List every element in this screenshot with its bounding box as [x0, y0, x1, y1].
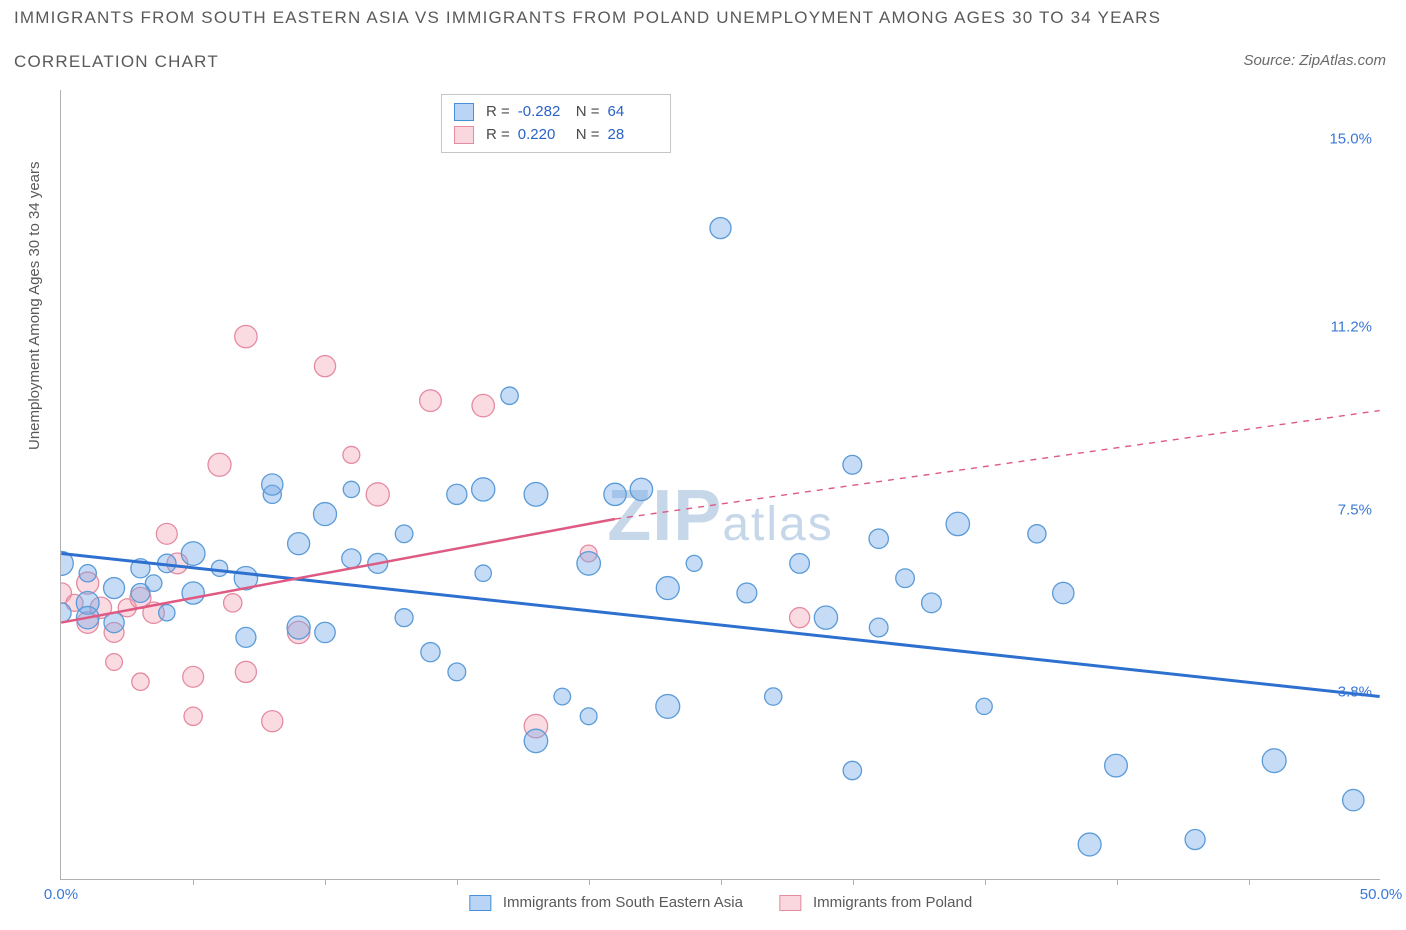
y-tick-label: 15.0%: [1329, 131, 1372, 148]
swatch-pink-icon: [779, 895, 801, 911]
chart-svg: [61, 90, 1380, 879]
x-tick-mark: [1117, 879, 1118, 885]
swatch-blue-icon: [454, 103, 474, 121]
swatch-blue-icon: [469, 895, 491, 911]
x-tick-label: 50.0%: [1360, 886, 1403, 903]
x-tick-mark: [193, 879, 194, 885]
y-tick-label: 3.8%: [1338, 684, 1372, 701]
x-tick-mark: [853, 879, 854, 885]
x-tick-mark: [721, 879, 722, 885]
chart-title: IMMIGRANTS FROM SOUTH EASTERN ASIA VS IM…: [14, 8, 1161, 28]
legend-item-pink: Immigrants from Poland: [779, 894, 972, 911]
correlation-legend-box: R = -0.282 N = 64 R = 0.220 N = 28: [441, 94, 671, 153]
legend-item-blue: Immigrants from South Eastern Asia: [469, 894, 743, 911]
y-tick-label: 11.2%: [1331, 319, 1372, 336]
series-legend: Immigrants from South Eastern Asia Immig…: [469, 894, 972, 911]
x-tick-mark: [589, 879, 590, 885]
correlation-row-blue: R = -0.282 N = 64: [454, 101, 658, 124]
y-tick-label: 7.5%: [1338, 501, 1372, 518]
x-tick-mark: [1249, 879, 1250, 885]
y-axis-label: Unemployment Among Ages 30 to 34 years: [26, 161, 43, 450]
x-tick-label: 0.0%: [44, 886, 78, 903]
source-attribution: Source: ZipAtlas.com: [1243, 52, 1386, 69]
plot-area: ZIPatlas R = -0.282 N = 64 R = 0.220 N =…: [60, 90, 1380, 880]
x-tick-mark: [325, 879, 326, 885]
watermark: ZIPatlas: [607, 475, 833, 557]
x-tick-mark: [985, 879, 986, 885]
swatch-pink-icon: [454, 126, 474, 144]
chart-subtitle: CORRELATION CHART: [14, 52, 219, 72]
correlation-row-pink: R = 0.220 N = 28: [454, 124, 658, 147]
x-tick-mark: [457, 879, 458, 885]
